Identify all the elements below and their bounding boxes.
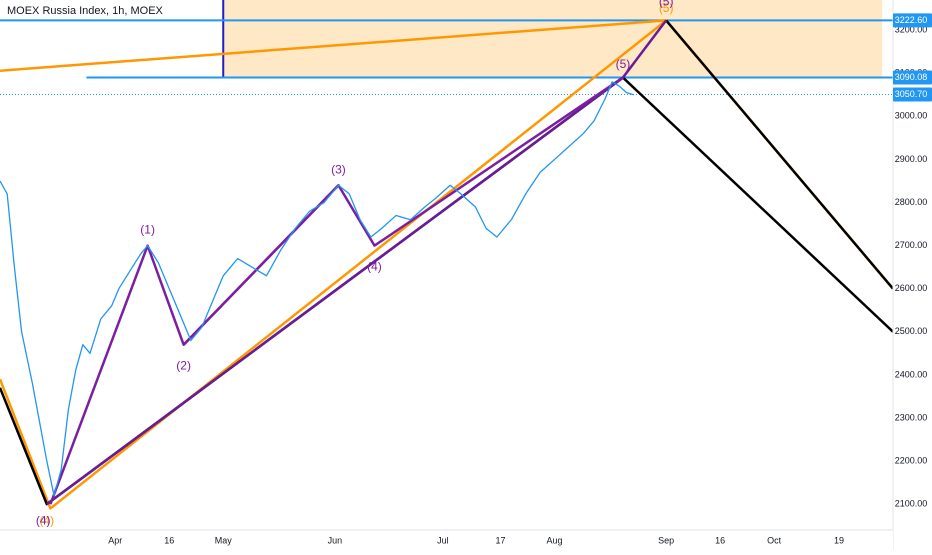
- x-tick-label: Sep: [658, 535, 674, 545]
- y-tick-label: 2200.00: [895, 455, 928, 465]
- time-axis[interactable]: Apr 16 May Jun Jul 17 Aug Sep 16 Oct 19: [0, 529, 893, 550]
- x-tick-label: 16: [164, 535, 174, 545]
- y-tick-label: 3000.00: [895, 111, 928, 121]
- price-label-text: 3090.08: [895, 72, 928, 82]
- x-tick-label: Apr: [108, 535, 122, 545]
- annotation-layer: (1)(2)(3)(4)(5)(5)(5)(4)(4): [36, 0, 674, 528]
- price-label-badge: [893, 87, 932, 102]
- wave-label: (4): [36, 514, 51, 528]
- target-zone-box: [223, 0, 883, 78]
- x-tick-label: 19: [834, 535, 844, 545]
- wave-label: (3): [331, 162, 346, 176]
- wave-label: (4): [39, 514, 54, 528]
- time-axis-background: [0, 530, 893, 550]
- x-tick-label: May: [215, 535, 233, 545]
- wave-label: (5): [659, 0, 674, 8]
- drawing-layer: [0, 0, 894, 510]
- y-tick-label: 2900.00: [895, 154, 928, 164]
- series-layer: [0, 81, 634, 497]
- wave-label: (4): [367, 259, 382, 273]
- wave-label: (2): [176, 358, 191, 372]
- wave-trend-line: [0, 19, 667, 72]
- x-tick-label: Jun: [328, 535, 343, 545]
- price-series-line: [0, 81, 634, 497]
- x-tick-label: 16: [715, 535, 725, 545]
- chart-title: MOEX Russia Index, 1h, MOEX: [4, 4, 166, 18]
- y-tick-label: 2500.00: [895, 326, 928, 336]
- wave-label: (1): [140, 223, 155, 237]
- x-tick-label: Aug: [547, 535, 563, 545]
- price-label-text: 3222.60: [895, 15, 928, 25]
- x-tick-label: Oct: [767, 535, 782, 545]
- x-tick-label: Jul: [437, 535, 449, 545]
- wave-trend-line: [665, 19, 894, 290]
- y-tick-label: 2300.00: [895, 412, 928, 422]
- y-tick-label: 2700.00: [895, 240, 928, 250]
- x-tick-label: 17: [496, 535, 506, 545]
- y-tick-label: 2400.00: [895, 369, 928, 379]
- y-tick-label: 3200.00: [895, 25, 928, 35]
- y-tick-label: 2100.00: [895, 499, 928, 509]
- price-label-badge: [893, 13, 932, 28]
- wave-trend-line: [182, 184, 340, 346]
- y-tick-label: 2800.00: [895, 197, 928, 207]
- wave-label: (5): [659, 1, 674, 15]
- y-tick-label: 2600.00: [895, 283, 928, 293]
- wave-label: (5): [616, 57, 631, 71]
- price-label-badge: [893, 70, 932, 85]
- price-axis[interactable]: 2100.00 2200.00 2300.00 2400.00 2500.00 2600.…: [892, 0, 932, 550]
- price-label-text: 3050.70: [895, 89, 928, 99]
